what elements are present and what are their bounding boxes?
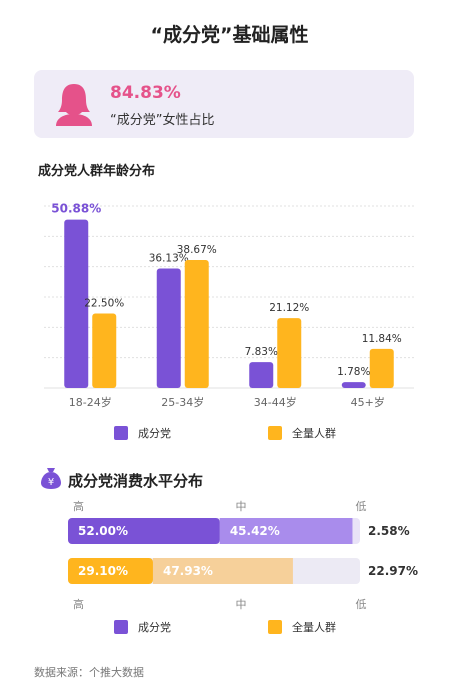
- woman-silhouette-icon: [56, 84, 92, 126]
- legend-swatch-all: [268, 620, 282, 634]
- data-label: 36.13%: [149, 252, 189, 264]
- level-label: 低: [356, 500, 367, 513]
- legend-label: 成分党: [138, 621, 171, 634]
- data-source: 数据来源：个推大数据: [34, 666, 144, 679]
- legend-swatch-chengfendang: [114, 620, 128, 634]
- segment-label: 22.97%: [368, 564, 418, 578]
- x-tick-label: 34-44岁: [254, 395, 297, 409]
- consumption-chart-title: 成分党消费水平分布: [68, 472, 204, 490]
- x-tick-label: 25-34岁: [161, 395, 204, 409]
- level-label: 高: [73, 499, 84, 513]
- segment-label: 47.93%: [163, 564, 213, 578]
- female-ratio-label: “成分党”女性占比: [110, 113, 215, 128]
- level-label: 低: [356, 598, 367, 611]
- bar-chengfendang-3: [341, 382, 366, 388]
- segment-label: 45.42%: [230, 524, 280, 538]
- data-label: 50.88%: [51, 202, 101, 216]
- segment-label: 2.58%: [368, 524, 410, 538]
- bar-chengfendang-0: [64, 219, 89, 388]
- page-title: “成分党”基础属性: [150, 24, 309, 46]
- data-label: 7.83%: [245, 346, 278, 358]
- bar-chengfendang-1: [156, 268, 181, 388]
- money-bag-icon: ¥: [41, 468, 61, 489]
- female-ratio-value: 84.83%: [110, 83, 181, 103]
- legend-swatch-chengfendang: [114, 426, 128, 440]
- data-label: 22.50%: [84, 298, 124, 310]
- level-label: 高: [73, 597, 84, 611]
- consumption-segment-高: [68, 518, 220, 544]
- consumption-segment-高: [68, 558, 153, 584]
- data-label: 21.12%: [269, 302, 309, 314]
- svg-text:¥: ¥: [48, 477, 54, 488]
- data-label: 11.84%: [362, 333, 402, 345]
- legend-label: 全量人群: [292, 426, 336, 440]
- bar-all-3: [369, 348, 394, 388]
- x-tick-label: 18-24岁: [69, 395, 112, 409]
- legend-label: 全量人群: [292, 620, 336, 634]
- bar-all-2: [277, 318, 302, 388]
- level-label: 中: [236, 500, 247, 513]
- data-label: 38.67%: [177, 244, 217, 256]
- age-chart-title: 成分党人群年龄分布: [38, 164, 156, 179]
- level-label: 中: [236, 598, 247, 611]
- female-ratio-card: 84.83% “成分党”女性占比: [34, 70, 414, 138]
- data-label: 1.78%: [337, 366, 370, 378]
- legend-swatch-all: [268, 426, 282, 440]
- bar-chengfendang-2: [249, 362, 274, 388]
- consumption-segment-中: [152, 558, 293, 584]
- bar-all-0: [92, 313, 117, 388]
- segment-label: 29.10%: [78, 564, 128, 578]
- legend-label: 成分党: [138, 427, 171, 440]
- segment-label: 52.00%: [78, 524, 128, 538]
- consumption-segment-中: [219, 518, 353, 544]
- x-tick-label: 45+岁: [351, 395, 385, 409]
- bar-all-1: [184, 260, 209, 388]
